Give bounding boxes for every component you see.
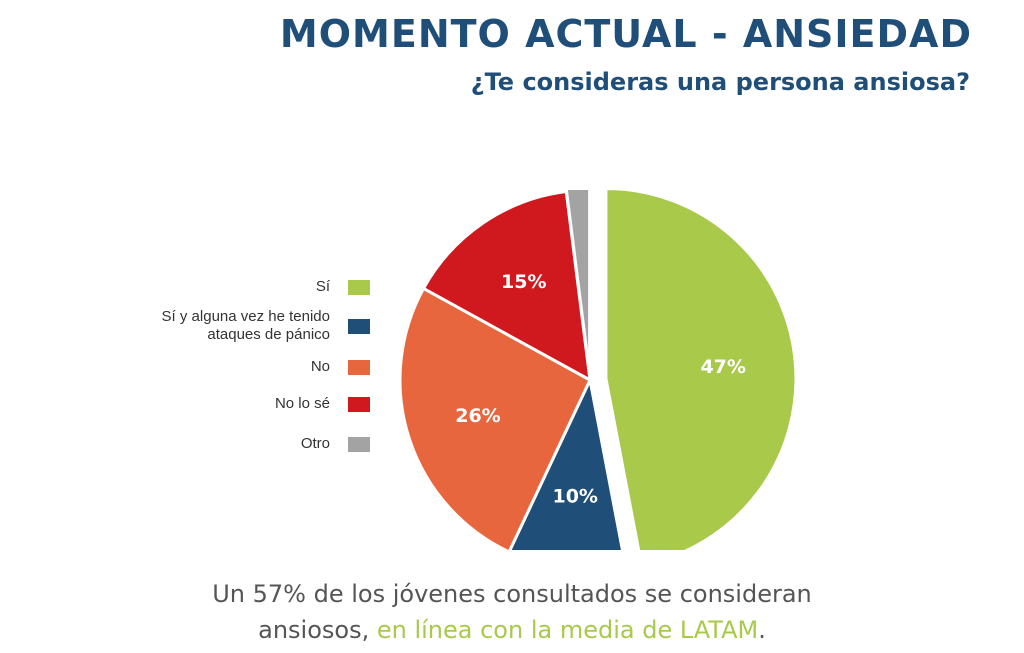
legend-label: No xyxy=(310,358,330,375)
legend-item-si-panico: Sí y alguna vez he tenido ataques de pán… xyxy=(150,308,370,344)
caption-line-1: Un 57% de los jóvenes consultados se con… xyxy=(212,580,812,608)
legend-swatch xyxy=(348,359,370,375)
pie-slice xyxy=(564,190,592,375)
slice-data-label: 10% xyxy=(552,485,597,507)
legend-item-si: Sí xyxy=(316,278,370,296)
slice-data-label: 26% xyxy=(455,405,500,427)
chart-caption: Un 57% de los jóvenes consultados se con… xyxy=(0,576,1024,648)
page-title: MOMENTO ACTUAL - ANSIEDAD xyxy=(279,12,972,56)
legend-label: No lo sé xyxy=(274,395,330,412)
legend-item-no-lo-se: No lo sé xyxy=(275,395,370,413)
caption-line-2-prefix: ansiosos, xyxy=(258,616,377,644)
legend-label: Sí y alguna vez he tenido ataques de pán… xyxy=(161,308,330,343)
caption-highlight: en línea con la media de LATAM xyxy=(376,616,759,644)
legend-swatch xyxy=(348,396,370,412)
legend-item-no: No xyxy=(311,358,370,376)
pie-slice xyxy=(398,286,592,550)
slice-data-label: 47% xyxy=(700,356,745,378)
legend-swatch xyxy=(348,436,370,452)
legend-swatch xyxy=(348,279,370,295)
page-subtitle: ¿Te consideras una persona ansiosa? xyxy=(470,68,970,96)
pie-slice xyxy=(508,375,624,550)
caption-line-2: ansiosos, en línea con la media de LATAM… xyxy=(0,612,1024,648)
legend-swatch xyxy=(348,318,370,334)
slice-data-label: 15% xyxy=(501,271,546,293)
pie-slice xyxy=(421,190,592,383)
legend-label: Sí xyxy=(315,278,330,295)
caption-line-2-suffix: . xyxy=(758,616,766,644)
legend-item-otro: Otro xyxy=(301,435,370,453)
pie-slice xyxy=(604,190,798,550)
legend-label: Otro xyxy=(300,435,330,452)
pie-chart: 47%10%26%15%2% xyxy=(398,190,798,550)
